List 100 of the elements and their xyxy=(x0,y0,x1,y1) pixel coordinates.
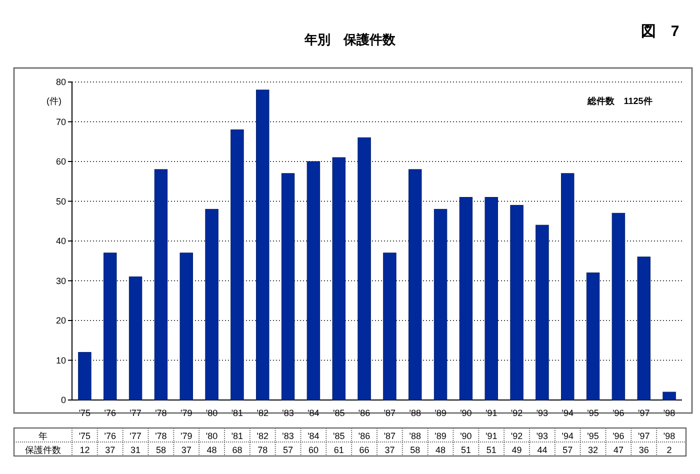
y-tick-label: 40 xyxy=(56,236,66,246)
data-label: 57 xyxy=(283,445,294,455)
data-label: 37 xyxy=(105,445,116,455)
data-label: 58 xyxy=(410,445,420,455)
bar xyxy=(256,90,270,400)
bar xyxy=(358,137,371,400)
category-label: '78 xyxy=(155,431,167,441)
category-label: '90 xyxy=(460,431,472,441)
category-label: '86 xyxy=(358,431,370,441)
x-tick-label: '83 xyxy=(282,408,294,418)
x-tick-label: '90 xyxy=(460,408,472,418)
data-label: 47 xyxy=(613,445,624,455)
x-tick-label: '91 xyxy=(486,408,498,418)
x-tick-label: '77 xyxy=(130,408,142,418)
bar xyxy=(306,161,320,400)
bar xyxy=(612,212,626,400)
data-label: 2 xyxy=(666,445,672,455)
y-tick-label: 50 xyxy=(56,196,66,206)
x-tick-label: '95 xyxy=(587,408,599,418)
category-label: '87 xyxy=(384,431,396,441)
bar xyxy=(637,256,650,400)
x-tick-label: '88 xyxy=(409,408,421,418)
bar xyxy=(561,173,574,400)
x-tick-label: '87 xyxy=(384,408,396,418)
x-tick-label: '76 xyxy=(104,408,116,418)
data-label: 31 xyxy=(130,445,141,455)
category-label: '94 xyxy=(562,431,574,441)
data-label: 37 xyxy=(181,445,192,455)
x-tick-label: '85 xyxy=(333,408,345,418)
bar xyxy=(154,169,168,400)
y-tick-label: 0 xyxy=(60,395,66,406)
bar xyxy=(536,224,549,400)
y-tick-label: 10 xyxy=(56,355,66,366)
x-tick-label: '97 xyxy=(638,408,650,418)
category-label: '83 xyxy=(282,431,294,441)
bar xyxy=(205,208,218,400)
bar xyxy=(281,173,295,400)
y-axis-title: (件) xyxy=(46,96,62,106)
bar xyxy=(104,252,117,400)
x-tick-label: '80 xyxy=(206,408,218,418)
y-tick-label: 60 xyxy=(56,156,66,167)
data-label: 48 xyxy=(436,445,446,455)
category-label: '91 xyxy=(486,431,498,441)
y-tick-label: 80 xyxy=(56,77,66,88)
category-label: '93 xyxy=(536,431,548,441)
y-tick-label: 30 xyxy=(56,276,66,286)
category-label: '79 xyxy=(180,431,192,441)
x-tick-label: '84 xyxy=(308,408,320,418)
text: 保護件数 xyxy=(25,445,61,455)
x-tick-label: '79 xyxy=(180,408,192,418)
data-label: 12 xyxy=(80,445,90,455)
data-label: 60 xyxy=(308,445,318,455)
bar xyxy=(408,169,422,400)
category-label: '98 xyxy=(663,431,676,441)
bar xyxy=(128,276,142,400)
y-tick-label: 70 xyxy=(56,116,66,127)
category-label: '75 xyxy=(78,431,91,441)
data-label: 78 xyxy=(258,445,268,455)
y-tick-label: 20 xyxy=(56,316,66,326)
x-tick-label: '92 xyxy=(510,408,523,418)
bar xyxy=(484,197,498,400)
x-tick-label: '93 xyxy=(536,408,548,418)
category-label: '81 xyxy=(231,431,244,441)
data-label: 49 xyxy=(512,445,522,455)
category-label: '97 xyxy=(638,431,650,441)
category-label: '84 xyxy=(308,431,320,441)
x-tick-label: '89 xyxy=(434,408,446,418)
category-label: '85 xyxy=(333,431,345,441)
x-tick-label: '81 xyxy=(231,408,244,418)
category-label: '88 xyxy=(409,431,421,441)
bar xyxy=(383,252,396,400)
bar xyxy=(510,204,524,400)
x-tick-label: '94 xyxy=(562,408,574,418)
data-label: 61 xyxy=(334,445,344,455)
data-label: 57 xyxy=(562,445,573,455)
annotation: 総件数 1125件 xyxy=(586,96,652,106)
category-label: '92 xyxy=(510,431,523,441)
x-tick-label: '82 xyxy=(256,408,268,418)
data-label: 37 xyxy=(384,445,395,455)
category-label: '76 xyxy=(104,431,116,441)
data-label: 51 xyxy=(486,445,496,455)
data-label: 51 xyxy=(460,445,471,455)
data-label: 68 xyxy=(232,445,242,455)
data-label: 36 xyxy=(638,445,649,455)
bar xyxy=(78,352,92,400)
bar xyxy=(230,129,244,400)
category-label: '95 xyxy=(587,431,599,441)
data-label: 44 xyxy=(537,445,548,455)
data-label: 32 xyxy=(588,445,598,455)
bar xyxy=(586,272,600,400)
category-label: '82 xyxy=(256,431,268,441)
data-label: 48 xyxy=(206,445,217,455)
x-tick-label: '75 xyxy=(78,408,91,418)
x-tick-label: '78 xyxy=(155,408,167,418)
bar xyxy=(180,252,193,400)
category-label: '89 xyxy=(434,431,446,441)
x-tick-label: '98 xyxy=(663,408,676,418)
category-label: '77 xyxy=(130,431,142,441)
bar xyxy=(332,157,346,400)
text: 年 xyxy=(38,431,48,441)
